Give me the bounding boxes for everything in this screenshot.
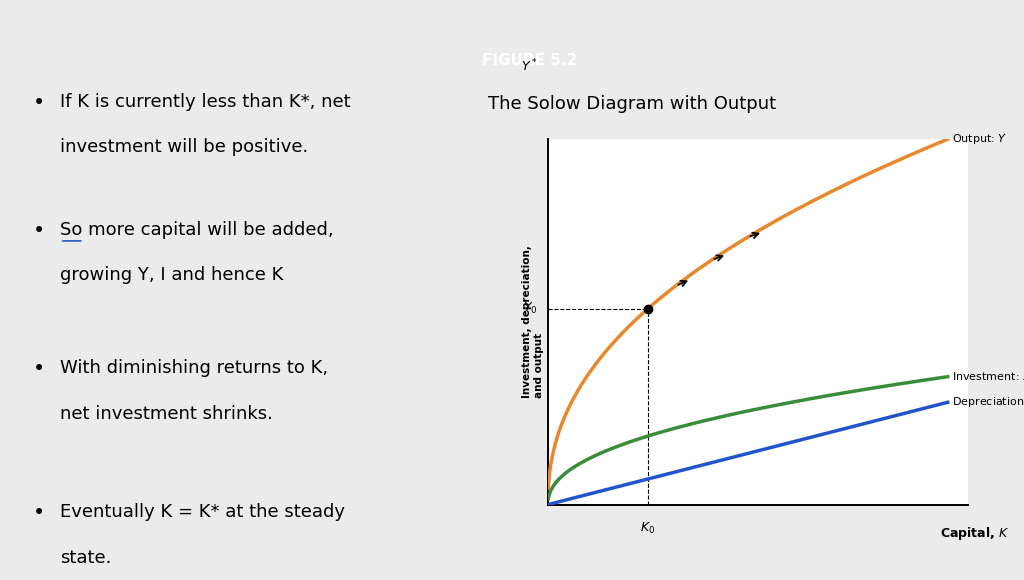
Text: With diminishing returns to K,: With diminishing returns to K,	[59, 360, 328, 378]
Text: investment will be positive.: investment will be positive.	[59, 138, 308, 156]
Text: Investment: $\bar{s}Y$: Investment: $\bar{s}Y$	[951, 371, 1024, 383]
Text: •: •	[33, 93, 45, 113]
Text: Depreciation: $\bar{d}K$: Depreciation: $\bar{d}K$	[951, 394, 1024, 411]
Text: •: •	[33, 503, 45, 523]
Text: •: •	[33, 220, 45, 241]
Text: If K is currently less than K*, net: If K is currently less than K*, net	[59, 93, 350, 111]
Text: So more capital will be added,: So more capital will be added,	[59, 220, 334, 238]
Text: growing Y, I and hence K: growing Y, I and hence K	[59, 266, 284, 284]
Y-axis label: Investment, depreciation,
and output: Investment, depreciation, and output	[522, 245, 544, 398]
Text: $K_0$: $K_0$	[640, 521, 655, 536]
Text: net investment shrinks.: net investment shrinks.	[59, 405, 272, 423]
Text: state.: state.	[59, 549, 112, 567]
Text: Eventually K = K* at the steady: Eventually K = K* at the steady	[59, 503, 345, 521]
Text: The Solow Diagram with Output: The Solow Diagram with Output	[487, 95, 776, 114]
Text: Output: $Y$: Output: $Y$	[951, 132, 1008, 146]
Text: $Y^*$: $Y^*$	[521, 58, 538, 74]
Text: FIGURE 5.2: FIGURE 5.2	[482, 53, 578, 68]
Text: Capital, $K$: Capital, $K$	[940, 525, 1010, 542]
Text: •: •	[33, 360, 45, 379]
Text: $Y_0$: $Y_0$	[522, 301, 538, 316]
